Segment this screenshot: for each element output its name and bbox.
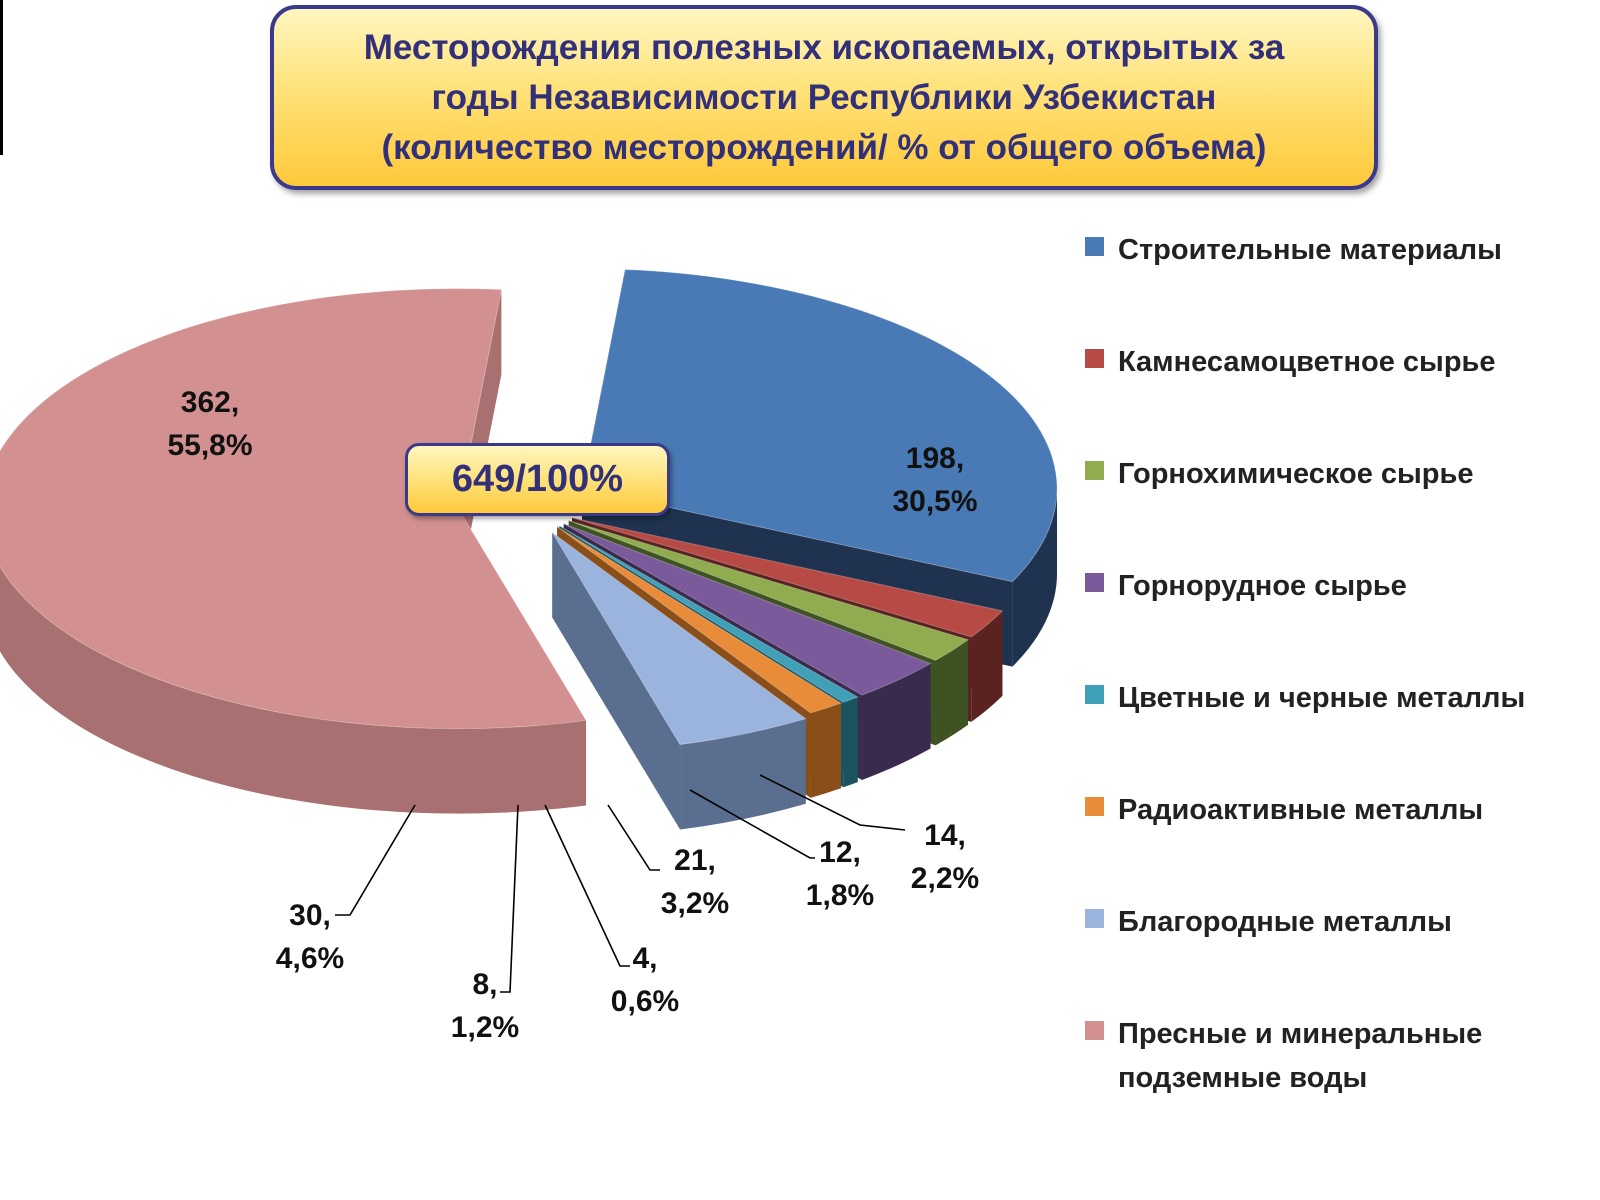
leader-line-2 bbox=[689, 789, 815, 859]
data-label-value-0: 198, bbox=[906, 442, 964, 475]
data-label-value-6: 30, bbox=[289, 899, 331, 932]
data-label-value-2: 12, bbox=[819, 836, 861, 869]
title-line-3: (количество месторождений/ % от общего о… bbox=[381, 127, 1267, 167]
slice-wall-6-1 bbox=[552, 532, 681, 830]
legend-swatch bbox=[1085, 573, 1104, 592]
data-label-percent-0: 30,5% bbox=[892, 485, 977, 518]
slice-top-0 bbox=[581, 268, 1058, 583]
slice-top-4 bbox=[559, 525, 859, 703]
leader-line-1 bbox=[759, 774, 906, 831]
legend-item-5: Радиоактивные металлы bbox=[1085, 788, 1483, 832]
legend-swatch bbox=[1085, 909, 1104, 928]
legend-label: Пресные и минеральные подземные воды bbox=[1118, 1018, 1483, 1094]
legend-label: Цветные и черные металлы bbox=[1118, 682, 1526, 714]
data-label-percent-2: 1,8% bbox=[806, 879, 874, 912]
legend-item-7: Пресные и минеральные подземные воды bbox=[1085, 1012, 1482, 1100]
slice-top-1 bbox=[571, 517, 1004, 638]
data-label-percent-1: 2,2% bbox=[911, 862, 979, 895]
data-label-percent-4: 0,6% bbox=[611, 985, 679, 1018]
slice-side-0-0 bbox=[1012, 488, 1058, 667]
title-line-2: годы Независимости Республики Узбекистан bbox=[431, 77, 1217, 117]
slice-top-6 bbox=[551, 532, 807, 746]
slice-7 bbox=[0, 288, 587, 814]
slice-top-7 bbox=[0, 288, 587, 730]
legend-swatch bbox=[1085, 685, 1104, 704]
legend-swatch bbox=[1085, 461, 1104, 480]
leader-line-5 bbox=[500, 804, 519, 993]
legend-item-2: Горнохимическое сырье bbox=[1085, 452, 1473, 496]
title-line-1: Месторождения полезных ископаемых, откры… bbox=[363, 27, 1285, 67]
data-label-percent-5: 1,2% bbox=[451, 1011, 519, 1044]
legend-label: Горнохимическое сырье bbox=[1118, 458, 1474, 490]
legend-swatch bbox=[1085, 1021, 1104, 1040]
slice-top-2 bbox=[568, 520, 970, 661]
legend-item-3: Горнорудное сырье bbox=[1085, 564, 1407, 608]
slice-side-4-0 bbox=[843, 697, 858, 788]
data-label-percent-6: 4,6% bbox=[276, 942, 344, 975]
slice-top-3 bbox=[563, 523, 932, 696]
legend-label: Радиоактивные металлы bbox=[1118, 794, 1484, 826]
legend-swatch bbox=[1085, 349, 1104, 368]
data-label-value-5: 8, bbox=[472, 968, 497, 1001]
leader-line-3 bbox=[607, 804, 660, 871]
slice-side-5-0 bbox=[810, 703, 841, 798]
slice-side-1-0 bbox=[971, 610, 1003, 722]
total-badge: 649/100% bbox=[405, 443, 670, 516]
data-label-percent-3: 3,2% bbox=[661, 887, 729, 920]
data-label-value-1: 14, bbox=[924, 819, 966, 852]
legend-item-6: Благородные металлы bbox=[1085, 900, 1452, 944]
legend-label: Горнорудное сырье bbox=[1118, 570, 1407, 602]
leader-line-4 bbox=[544, 804, 630, 967]
leader-line-6 bbox=[335, 804, 416, 916]
slice-wall-7-1 bbox=[458, 289, 502, 594]
data-label-value-7: 362, bbox=[181, 386, 239, 419]
data-label-percent-7: 55,8% bbox=[167, 429, 252, 462]
legend-swatch bbox=[1085, 237, 1104, 256]
slice-side-3-0 bbox=[862, 663, 931, 780]
legend-swatch bbox=[1085, 797, 1104, 816]
slice-side-7-0 bbox=[0, 566, 587, 814]
legend-label: Камнесамоцветное сырье bbox=[1118, 346, 1496, 378]
data-label-value-4: 4, bbox=[632, 942, 657, 975]
slice-top-5 bbox=[556, 526, 843, 714]
data-label-value-3: 21, bbox=[674, 844, 716, 877]
legend-item-1: Камнесамоцветное сырье bbox=[1085, 340, 1496, 384]
slice-side-2-0 bbox=[935, 639, 969, 746]
legend-item-4: Цветные и черные металлы bbox=[1085, 676, 1525, 720]
chart-title-box: Месторождения полезных ископаемых, откры… bbox=[270, 5, 1378, 190]
legend-label: Благородные металлы bbox=[1118, 906, 1452, 938]
legend-item-0: Строительные материалы bbox=[1085, 228, 1502, 272]
left-edge-bar bbox=[0, 0, 3, 155]
legend-label: Строительные материалы bbox=[1118, 234, 1502, 266]
